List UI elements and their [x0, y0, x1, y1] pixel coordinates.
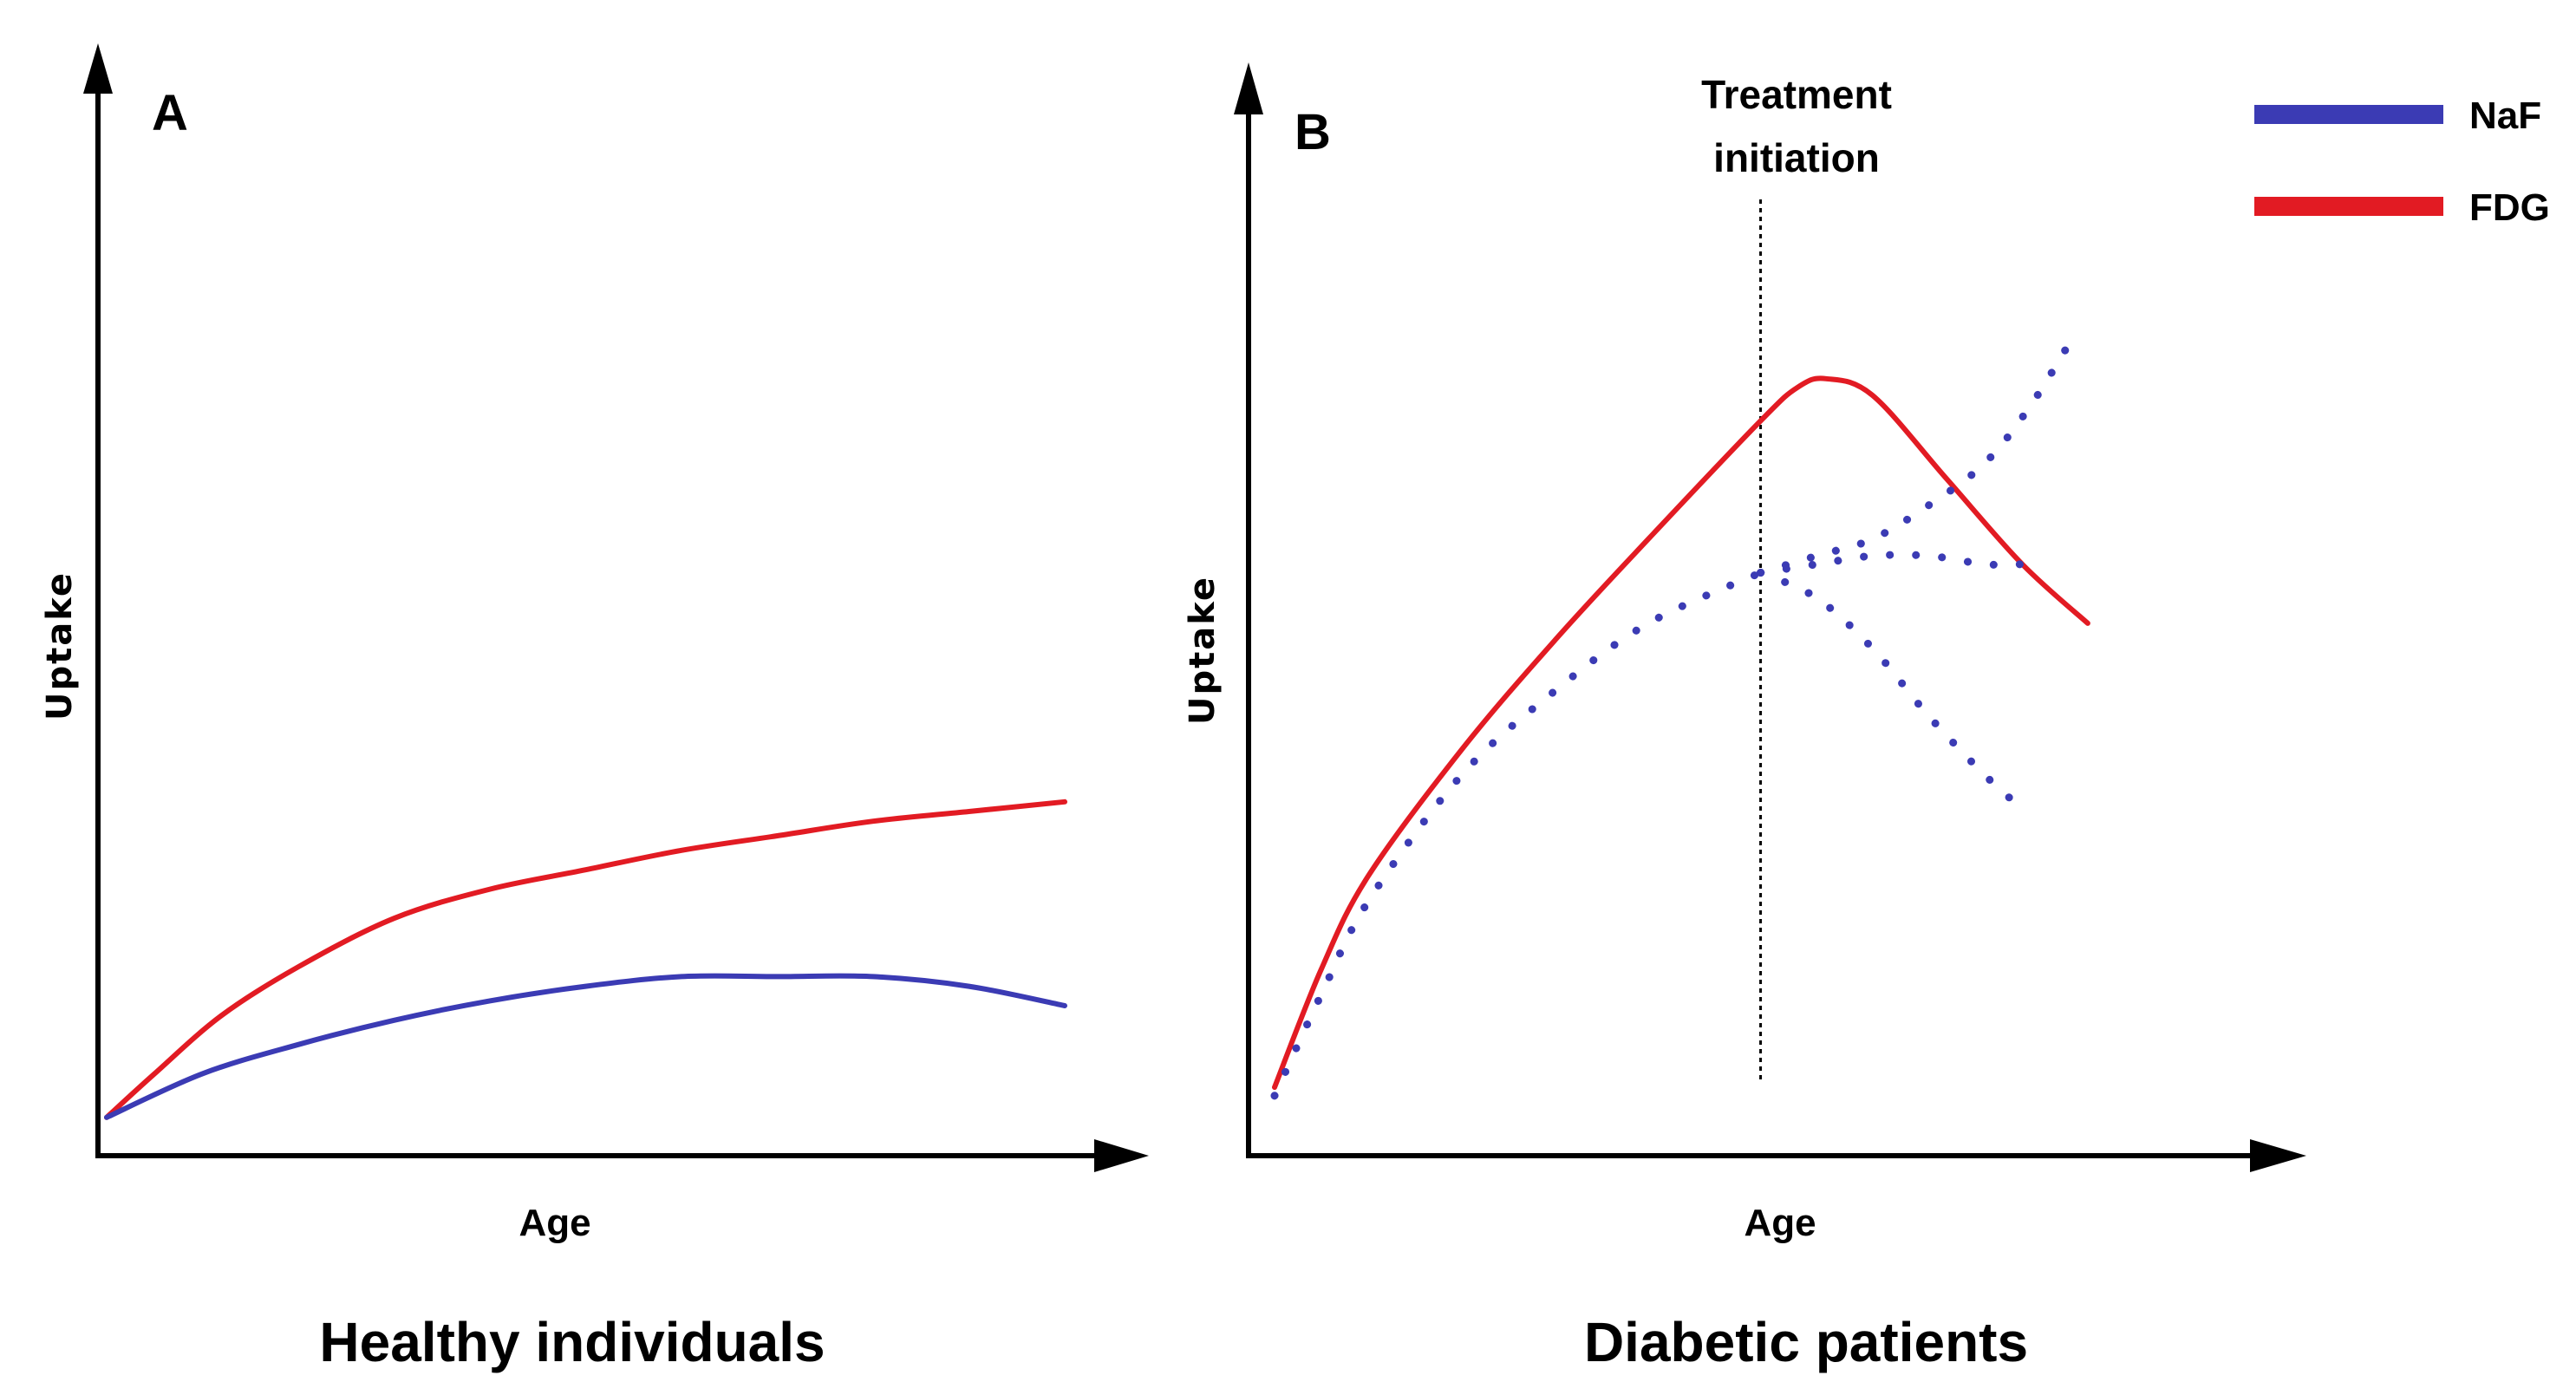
panel-b-series-fdg — [1272, 375, 2090, 1091]
panel-a: A Uptake Age Healthy individuals — [40, 43, 1149, 1373]
treatment-annotation-line1: Treatment — [1701, 72, 1892, 117]
panel-a-plot — [104, 799, 1067, 1120]
panel-a-y-axis-arrow — [83, 43, 113, 94]
panel-b-plot — [1270, 323, 2090, 1100]
panel-b-series-naf — [1270, 569, 1765, 1100]
panel-b-xlabel: Age — [1744, 1202, 1816, 1244]
legend-label-naf: NaF — [2469, 95, 2541, 137]
legend: NaF FDG — [2254, 95, 2550, 229]
treatment-annotation-line2: initiation — [1713, 135, 1880, 180]
panel-a-series-naf — [104, 973, 1067, 1120]
panel-b-ylabel: Uptake — [1183, 576, 1223, 725]
panel-a-letter: A — [152, 85, 188, 141]
panel-a-ylabel: Uptake — [40, 571, 80, 720]
panel-a-xlabel: Age — [518, 1202, 590, 1244]
panel-a-caption: Healthy individuals — [319, 1311, 825, 1373]
panel-b: B Uptake Age Diabetic patients Treatment… — [1183, 62, 2306, 1373]
panel-b-y-axis-arrow — [1234, 62, 1263, 114]
panel-b-series-naf-decrease — [1757, 569, 2026, 813]
panel-b-letter: B — [1295, 104, 1331, 160]
panel-b-caption: Diabetic patients — [1584, 1311, 2028, 1373]
panel-a-x-axis-arrow — [1094, 1139, 1149, 1172]
panel-a-series-fdg — [104, 799, 1067, 1120]
legend-label-fdg: FDG — [2469, 186, 2550, 229]
panel-b-series-naf-stable — [1757, 551, 2026, 577]
panel-b-x-axis-arrow — [2250, 1139, 2306, 1172]
